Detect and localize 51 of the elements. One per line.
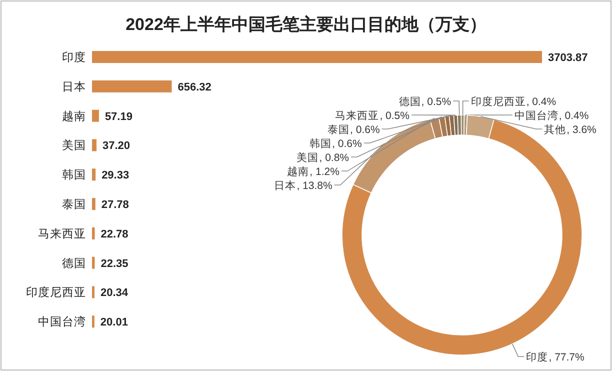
bar bbox=[92, 198, 96, 210]
data-label: , 0.5% bbox=[380, 110, 410, 122]
bar bbox=[92, 139, 97, 152]
data-label: 27.78 bbox=[101, 199, 129, 211]
slice-label: 日本 bbox=[274, 179, 296, 192]
slice-label: 中国台湾 bbox=[514, 109, 558, 122]
slice-label: 印度 bbox=[526, 350, 548, 364]
y-tick-label: 泰国 bbox=[62, 198, 86, 211]
slice-label: 越南 bbox=[287, 165, 310, 178]
slice-label: 马来西亚 bbox=[335, 109, 380, 122]
data-label: , 77.7% bbox=[548, 352, 584, 364]
y-tick-label: 德国 bbox=[62, 256, 86, 270]
data-label: 22.78 bbox=[100, 228, 128, 240]
y-tick-label: 韩国 bbox=[62, 168, 86, 182]
y-tick-label: 日本 bbox=[62, 80, 86, 94]
data-label: , 13.8% bbox=[296, 180, 332, 192]
bar bbox=[92, 51, 542, 63]
slice-label: 其他 bbox=[544, 123, 566, 136]
y-tick-label: 印度尼西亚 bbox=[26, 285, 86, 300]
bar bbox=[92, 110, 99, 122]
y-tick-label: 马来西亚 bbox=[38, 227, 86, 240]
data-label: 22.35 bbox=[100, 258, 128, 270]
data-label: 20.01 bbox=[100, 316, 128, 329]
data-label: 20.34 bbox=[100, 287, 129, 300]
data-label: 656.32 bbox=[178, 81, 212, 94]
slice-label: 韩国 bbox=[310, 137, 332, 150]
bar bbox=[92, 80, 172, 92]
y-tick-label: 中国台湾 bbox=[38, 314, 86, 329]
data-label: , 0.6% bbox=[350, 124, 380, 136]
y-tick-label: 印度 bbox=[62, 50, 86, 64]
y-tick-label: 越南 bbox=[62, 110, 86, 123]
bar bbox=[92, 168, 96, 181]
data-label: , 0.4% bbox=[558, 110, 589, 122]
data-label: , 0.4% bbox=[526, 96, 556, 108]
slice-label: 泰国 bbox=[328, 124, 350, 136]
data-label: 57.19 bbox=[104, 110, 132, 123]
bar bbox=[92, 256, 95, 269]
slice-label: 德国 bbox=[398, 96, 421, 108]
data-label: , 0.8% bbox=[319, 152, 350, 164]
chart-title: 2022年上半年中国毛笔主要出口目的地（万支） bbox=[126, 15, 486, 34]
data-label: , 1.2% bbox=[310, 166, 340, 178]
slice-label: 印度尼西亚 bbox=[470, 95, 526, 108]
data-label: , 0.5% bbox=[421, 96, 452, 108]
data-label: 29.33 bbox=[102, 170, 130, 182]
data-label: 37.20 bbox=[102, 140, 130, 152]
bar bbox=[92, 227, 95, 240]
data-label: 3703.87 bbox=[548, 52, 588, 64]
y-tick-label: 美国 bbox=[62, 138, 86, 152]
data-label: , 3.6% bbox=[566, 124, 596, 136]
slice-label: 美国 bbox=[296, 151, 319, 164]
data-label: , 0.6% bbox=[332, 138, 362, 150]
